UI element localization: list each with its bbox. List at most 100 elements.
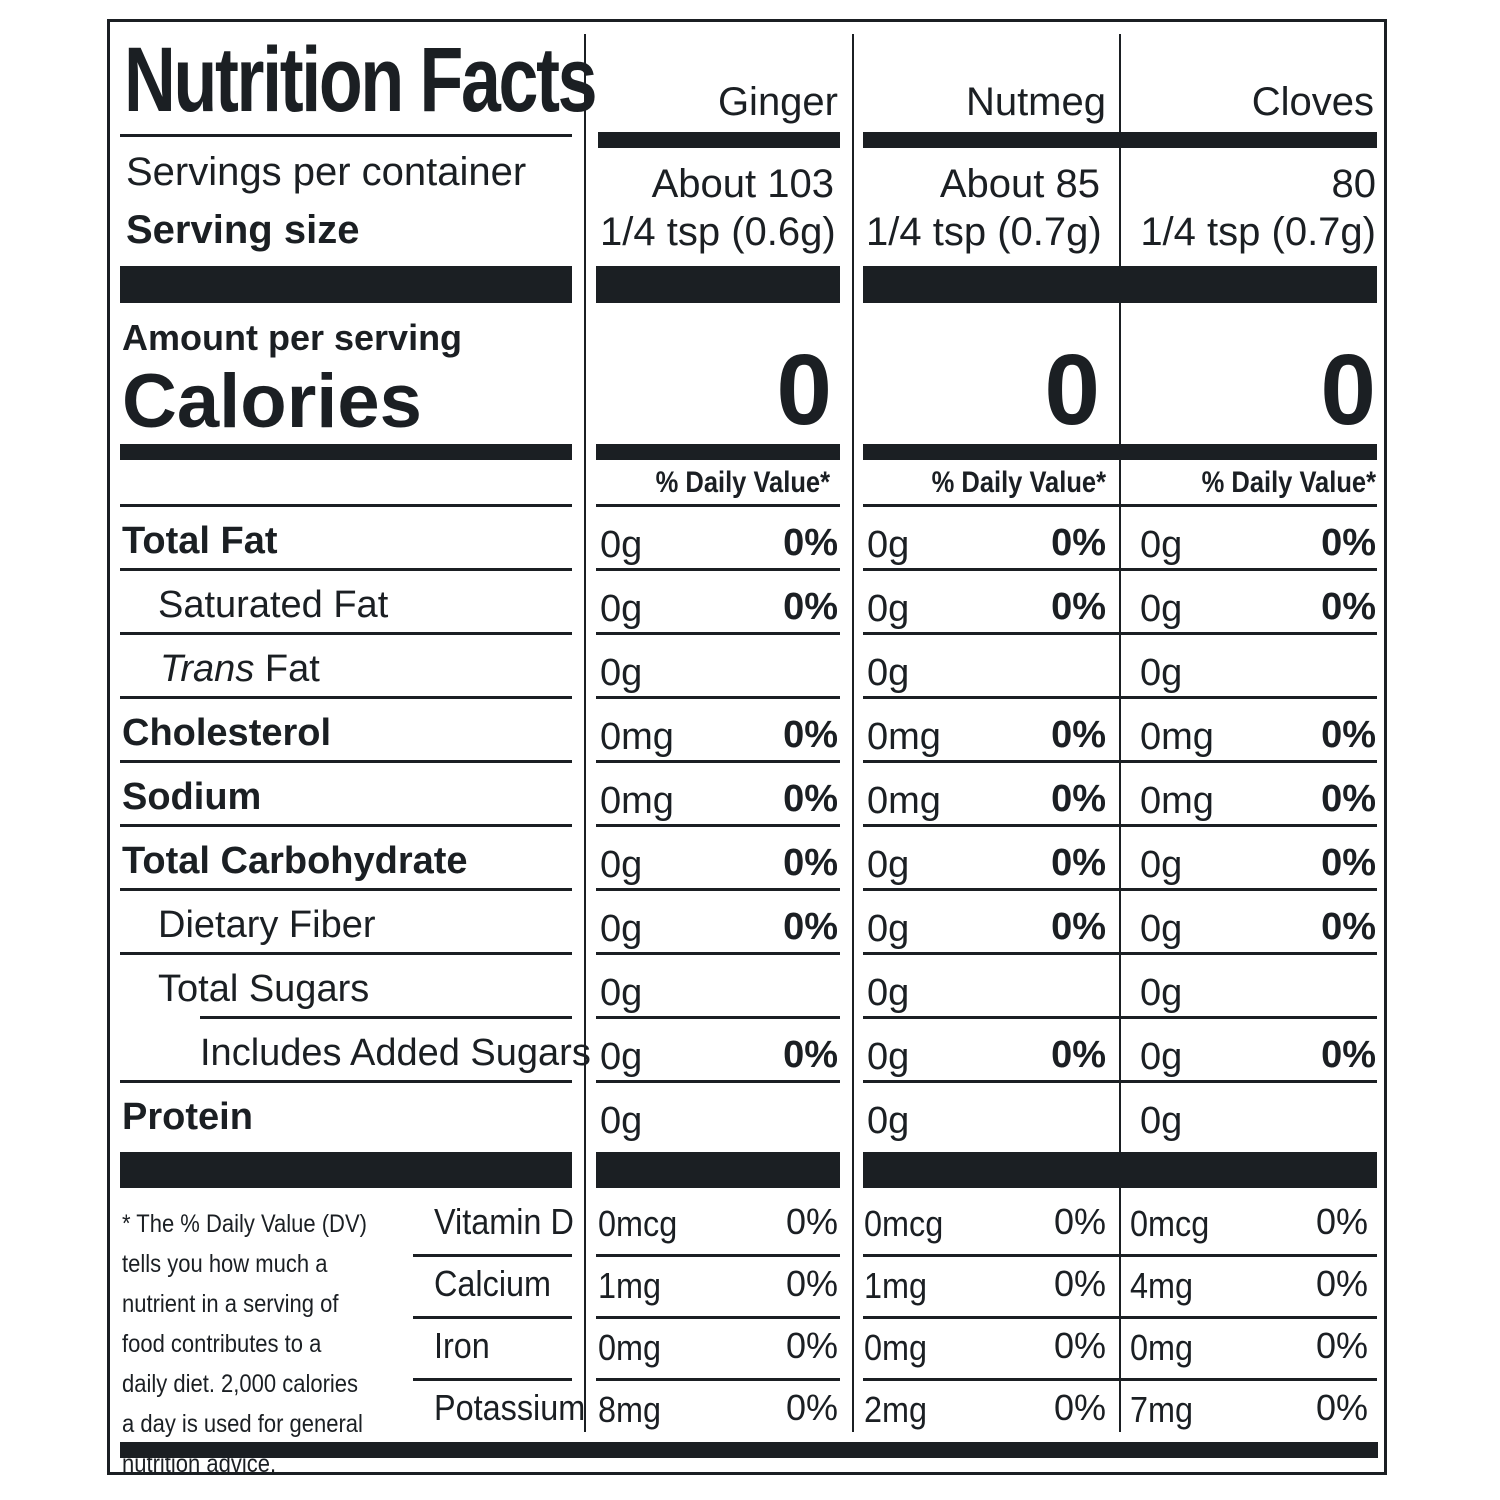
row-percent: 0% — [783, 1034, 838, 1076]
row-rule — [1121, 824, 1377, 827]
thick-bar-left — [120, 266, 572, 303]
row-rule — [596, 504, 840, 507]
vitamin-amount: 7mg — [1130, 1389, 1194, 1430]
row-rule — [596, 888, 840, 891]
vitamin-rule — [596, 1316, 840, 1319]
vitamin-rule — [1121, 1316, 1377, 1319]
row-percent: 0% — [1051, 1034, 1106, 1076]
column-header-nutmeg: Nutmeg — [965, 80, 1106, 124]
row-percent: 0% — [1051, 522, 1106, 564]
vitamin-amount: 1mg — [864, 1265, 928, 1306]
column-header-ginger: Ginger — [717, 80, 838, 124]
vitamin-label: Calcium — [434, 1263, 552, 1304]
row-rule — [596, 824, 840, 827]
row-rule — [1121, 632, 1377, 635]
row-rule — [1121, 1080, 1377, 1083]
row-rule — [120, 952, 572, 955]
row-rule — [863, 760, 1119, 763]
row-rule — [1121, 888, 1377, 891]
vitamin-percent: 0% — [785, 1263, 838, 1304]
row-rule — [863, 824, 1119, 827]
vitamin-percent: 0% — [1315, 1263, 1368, 1304]
row-amount: 0g — [1140, 844, 1183, 886]
vitamin-percent: 0% — [1053, 1263, 1106, 1304]
row-percent: 0% — [783, 906, 838, 948]
row-amount: 0g — [867, 844, 910, 886]
row-amount: 0g — [867, 588, 910, 630]
row-percent: 0% — [1051, 586, 1106, 628]
vitamin-rule — [863, 1254, 1119, 1257]
row-rule — [120, 888, 572, 891]
row-amount: 0g — [600, 844, 643, 886]
row-label: Includes Added Sugars — [200, 1032, 591, 1074]
row-amount: 0g — [867, 908, 910, 950]
vitamin-rule — [413, 1254, 572, 1257]
row-percent: 0% — [1321, 586, 1376, 628]
vitamin-rule — [863, 1378, 1119, 1381]
vitamin-label: Vitamin D — [434, 1201, 574, 1242]
title-rule — [120, 134, 572, 137]
row-rule — [120, 632, 572, 635]
row-percent: 0% — [783, 586, 838, 628]
calories-bar-left — [120, 444, 572, 460]
calories-nutmeg: 0 — [1044, 334, 1100, 446]
row-label: Total Fat — [122, 520, 278, 562]
vitamin-amount: 4mg — [1130, 1265, 1194, 1306]
vitamin-amount: 0mcg — [864, 1203, 944, 1244]
row-amount: 0g — [1140, 972, 1183, 1014]
row-amount: 0g — [867, 1100, 910, 1142]
row-percent: 0% — [783, 714, 838, 756]
vitamin-rule — [413, 1378, 572, 1381]
row-amount: 0mg — [600, 716, 674, 758]
row-amount: 0g — [600, 524, 643, 566]
vitamin-label: Potassium — [434, 1387, 586, 1428]
row-rule — [596, 1016, 840, 1019]
row-amount: 0g — [867, 524, 910, 566]
vitamin-percent: 0% — [1315, 1201, 1368, 1242]
dv-header-ginger: % Daily Value* — [655, 466, 830, 499]
row-rule — [863, 952, 1119, 955]
row-percent: 0% — [1051, 714, 1106, 756]
row-amount: 0g — [1140, 588, 1183, 630]
vitamin-bar-left — [120, 1152, 572, 1188]
row-rule — [1121, 1016, 1377, 1019]
row-rule — [1121, 760, 1377, 763]
vitamin-percent: 0% — [1053, 1387, 1106, 1428]
vitamin-amount: 0mcg — [1130, 1203, 1210, 1244]
vitamin-amount: 0mg — [864, 1327, 928, 1368]
row-amount: 0mg — [1140, 780, 1214, 822]
row-amount: 0g — [867, 1036, 910, 1078]
row-label: Protein — [122, 1096, 253, 1138]
row-amount: 0g — [1140, 1036, 1183, 1078]
servings-nutmeg: About 85 — [939, 162, 1100, 206]
row-percent: 0% — [1321, 906, 1376, 948]
vitamin-amount: 0mg — [1130, 1327, 1194, 1368]
row-amount: 0g — [1140, 1100, 1183, 1142]
column-separator-3 — [1119, 34, 1121, 1432]
row-amount: 0g — [1140, 524, 1183, 566]
row-rule — [596, 696, 840, 699]
row-rule — [120, 504, 572, 507]
row-percent: 0% — [1321, 778, 1376, 820]
calories-cloves: 0 — [1320, 334, 1376, 446]
row-rule — [1121, 696, 1377, 699]
row-rule — [1121, 568, 1377, 571]
vitamin-rule — [1121, 1254, 1377, 1257]
vitamin-percent: 0% — [1053, 1201, 1106, 1242]
row-rule — [863, 1016, 1119, 1019]
row-percent: 0% — [783, 842, 838, 884]
row-percent: 0% — [1051, 842, 1106, 884]
row-amount: 0mg — [600, 780, 674, 822]
row-rule — [120, 568, 572, 571]
row-rule — [200, 1016, 572, 1019]
calories-bar-ginger — [596, 444, 840, 460]
row-percent: 0% — [1321, 714, 1376, 756]
row-label: Total Carbohydrate — [122, 840, 468, 882]
servings-ginger: About 103 — [651, 162, 834, 206]
column-separator-1 — [584, 34, 586, 1432]
row-percent: 0% — [1321, 842, 1376, 884]
servings-cloves: 80 — [1331, 162, 1377, 206]
thick-bar-ginger — [596, 266, 840, 303]
row-rule — [596, 568, 840, 571]
calories-label: Calories — [122, 359, 422, 444]
